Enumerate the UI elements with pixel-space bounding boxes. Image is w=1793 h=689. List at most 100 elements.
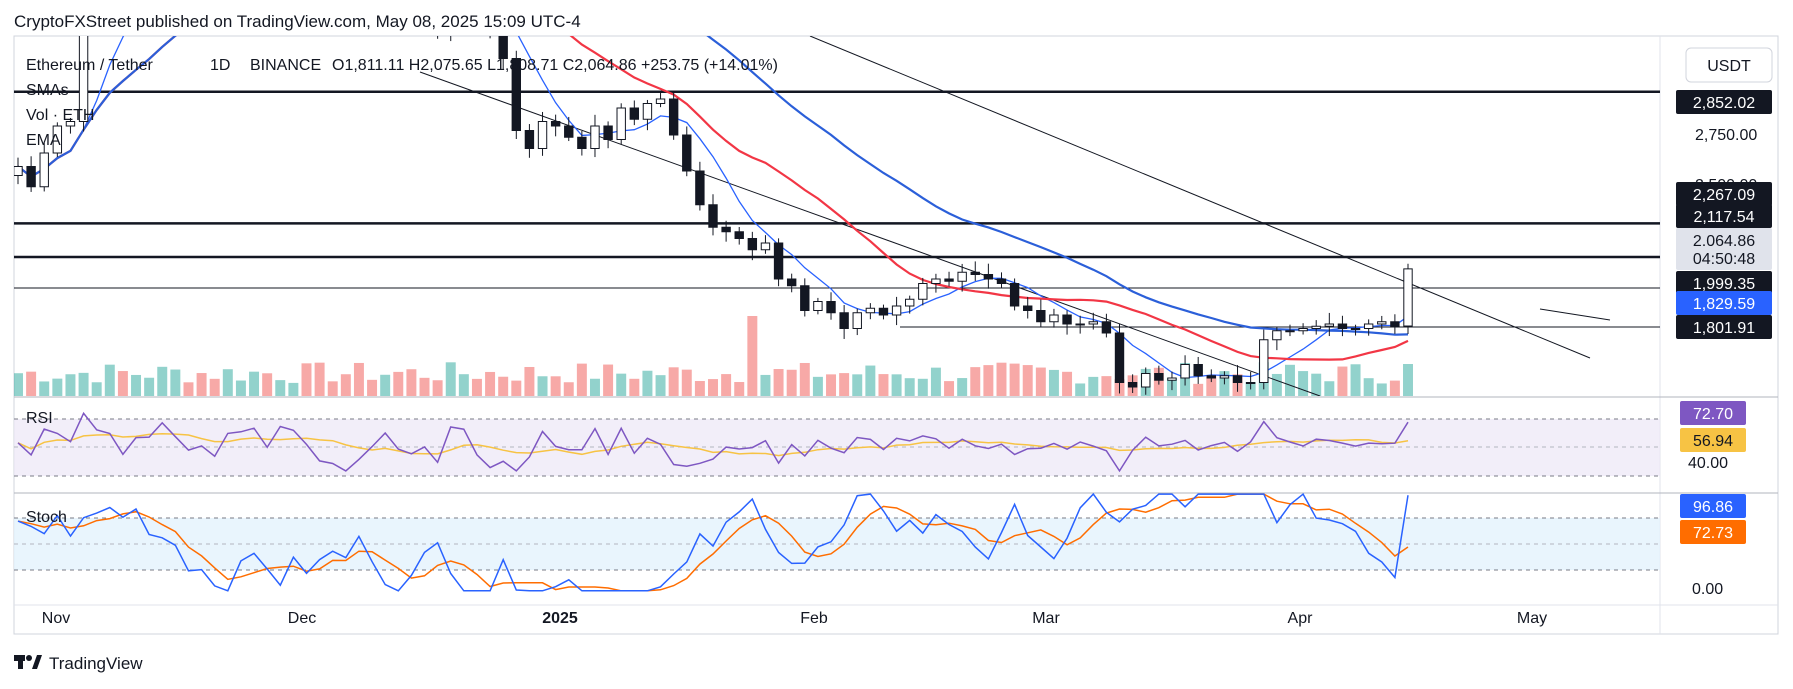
- volume-bar: [1022, 365, 1033, 396]
- volume-bar: [445, 362, 456, 396]
- rsi-label: RSI: [26, 410, 53, 427]
- volume-bar: [170, 369, 181, 396]
- volume-bar: [393, 371, 404, 396]
- rsi-ma-line: [17, 432, 1409, 457]
- volume-bar: [65, 374, 76, 396]
- candle-down: [826, 301, 836, 314]
- sma-long-line: [17, 36, 1409, 336]
- legend-exchange: BINANCE: [250, 57, 321, 74]
- volume-bar: [78, 372, 89, 396]
- candle-down: [550, 121, 561, 127]
- candle-up: [1141, 373, 1151, 388]
- stoch-label: Stoch: [26, 509, 67, 526]
- volume-bar: [235, 380, 246, 396]
- volume-bar: [1101, 376, 1112, 396]
- volume-bar: [288, 382, 299, 396]
- candle-up: [1377, 321, 1387, 325]
- candle-up: [865, 307, 876, 314]
- candle-down: [839, 312, 849, 329]
- candle-down: [1193, 364, 1203, 377]
- candle-up: [931, 278, 941, 284]
- price-label: 1,829.59: [1676, 291, 1772, 315]
- currency-button-label[interactable]: USDT: [1707, 58, 1751, 75]
- volume-bar: [196, 373, 207, 396]
- volume-bar: [1271, 373, 1282, 396]
- candle-up: [1180, 364, 1190, 379]
- candle-up: [1259, 339, 1269, 383]
- volume-bar: [747, 316, 758, 396]
- volume-bar: [930, 367, 941, 396]
- price-label: 2,852.02: [1676, 90, 1772, 114]
- price-label-text: 2,064.86: [1693, 233, 1755, 250]
- candle-up: [655, 98, 666, 104]
- trendline-flag-top: [1539, 308, 1611, 321]
- volume-bar: [262, 373, 273, 396]
- volume-bar: [957, 378, 968, 396]
- volume-bar: [471, 378, 482, 396]
- volume-bar: [550, 376, 561, 396]
- candle-up: [65, 121, 76, 127]
- volume-bar: [1311, 373, 1322, 396]
- time-axis-label: Mar: [1032, 610, 1060, 627]
- volume-bar: [865, 365, 876, 396]
- chart-frame: [13, 35, 1779, 635]
- candle-down: [721, 226, 731, 233]
- volume-bar: [1206, 376, 1217, 396]
- volume-bar: [668, 367, 679, 396]
- volume-bar: [1389, 380, 1400, 396]
- candle-up: [1311, 325, 1321, 329]
- candle-down: [1009, 283, 1020, 307]
- candle-down: [1390, 321, 1400, 327]
- volume-bar: [576, 363, 587, 396]
- volume-bar: [14, 373, 23, 396]
- legend-timeframe: 1D: [210, 57, 230, 74]
- price-label-text: 2,852.02: [1693, 95, 1755, 112]
- volume-bar: [655, 375, 666, 396]
- price-label: 2,267.09: [1676, 182, 1772, 206]
- candle-up: [1403, 268, 1413, 327]
- candle-up: [1219, 375, 1230, 379]
- candle-down: [1232, 375, 1243, 383]
- candle-up: [1088, 321, 1098, 325]
- volume-bar: [524, 366, 535, 396]
- sma-mid-line: [17, 36, 1409, 361]
- candle-up: [957, 271, 967, 282]
- volume-bar: [852, 374, 863, 396]
- volume-bar: [340, 374, 351, 396]
- stoch-axis-tick-0: 0.00: [1692, 581, 1723, 598]
- candle-down: [524, 130, 535, 149]
- chart-legend: Ethereum / Tether 1D BINANCE O1,811.11 H…: [26, 57, 778, 149]
- candle-down: [878, 307, 889, 316]
- volume-bar: [537, 376, 548, 396]
- horizontal-levels: [14, 90, 1660, 259]
- time-axis-label: Feb: [800, 610, 828, 627]
- volume-bar: [944, 381, 955, 396]
- candle-down: [773, 242, 784, 280]
- price-pane: [14, 36, 1660, 396]
- volume-bar: [1075, 383, 1086, 396]
- volume-bar: [1035, 367, 1046, 396]
- rsi-value-badge: 72.70: [1680, 401, 1746, 425]
- rsi-value-badge-text: 72.70: [1693, 406, 1733, 423]
- candle-down: [800, 285, 810, 311]
- volume-bar: [209, 378, 220, 396]
- volume-bar: [91, 382, 102, 396]
- trendlines: [14, 36, 1660, 396]
- candle-up: [537, 121, 548, 149]
- time-axis-label: Nov: [42, 610, 70, 627]
- volume-bar: [760, 374, 771, 396]
- volume-bar: [1009, 363, 1020, 396]
- candle-up: [891, 305, 902, 316]
- candle-down: [1114, 332, 1125, 383]
- candle-up: [1285, 330, 1295, 333]
- candle-up: [52, 125, 63, 154]
- rsi-band: [14, 419, 1660, 476]
- candle-down: [734, 231, 744, 239]
- volume-bar: [1284, 364, 1295, 396]
- volume-bar: [1193, 383, 1204, 396]
- volume-bar: [773, 369, 784, 396]
- time-axis-label: Apr: [1288, 610, 1314, 627]
- legend-symbol: Ethereum / Tether: [26, 57, 154, 74]
- currency-button[interactable]: USDT: [1685, 47, 1773, 83]
